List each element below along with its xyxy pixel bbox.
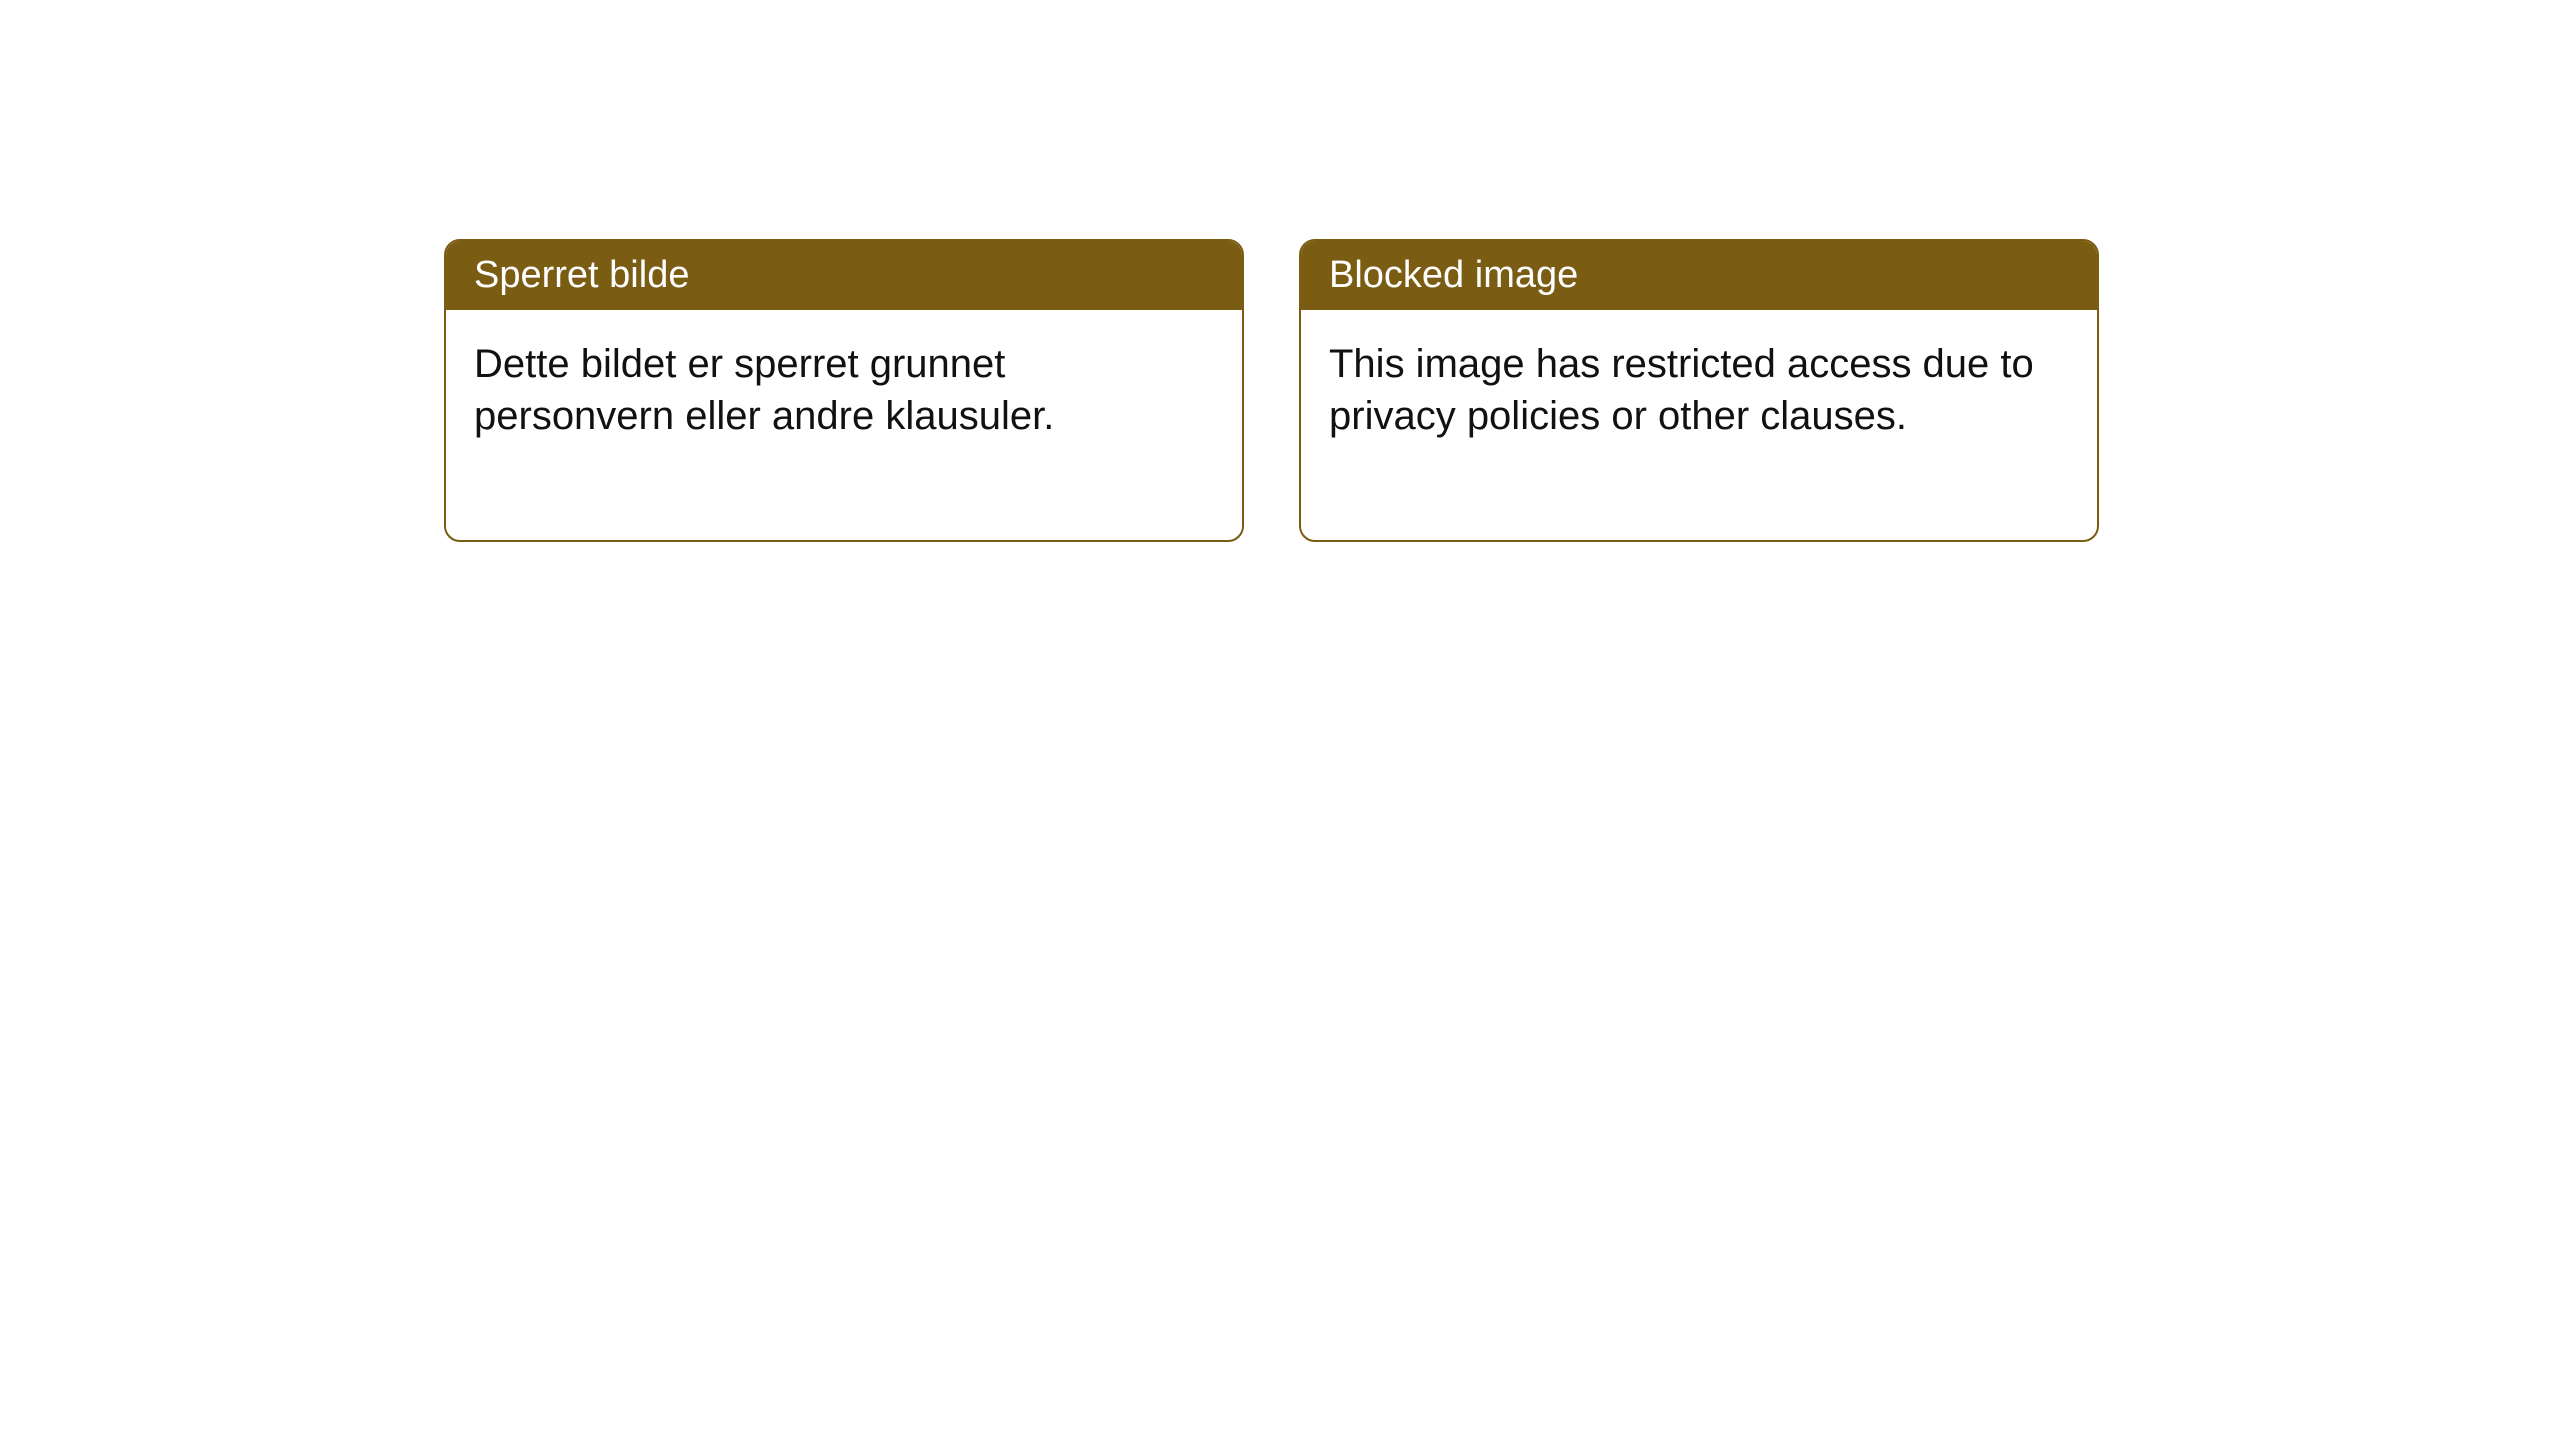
- card-header: Sperret bilde: [446, 241, 1242, 310]
- notice-card-norwegian: Sperret bilde Dette bildet er sperret gr…: [444, 239, 1244, 542]
- notice-cards-container: Sperret bilde Dette bildet er sperret gr…: [444, 239, 2099, 542]
- notice-card-english: Blocked image This image has restricted …: [1299, 239, 2099, 542]
- card-body: This image has restricted access due to …: [1301, 310, 2097, 540]
- card-header: Blocked image: [1301, 241, 2097, 310]
- card-body: Dette bildet er sperret grunnet personve…: [446, 310, 1242, 540]
